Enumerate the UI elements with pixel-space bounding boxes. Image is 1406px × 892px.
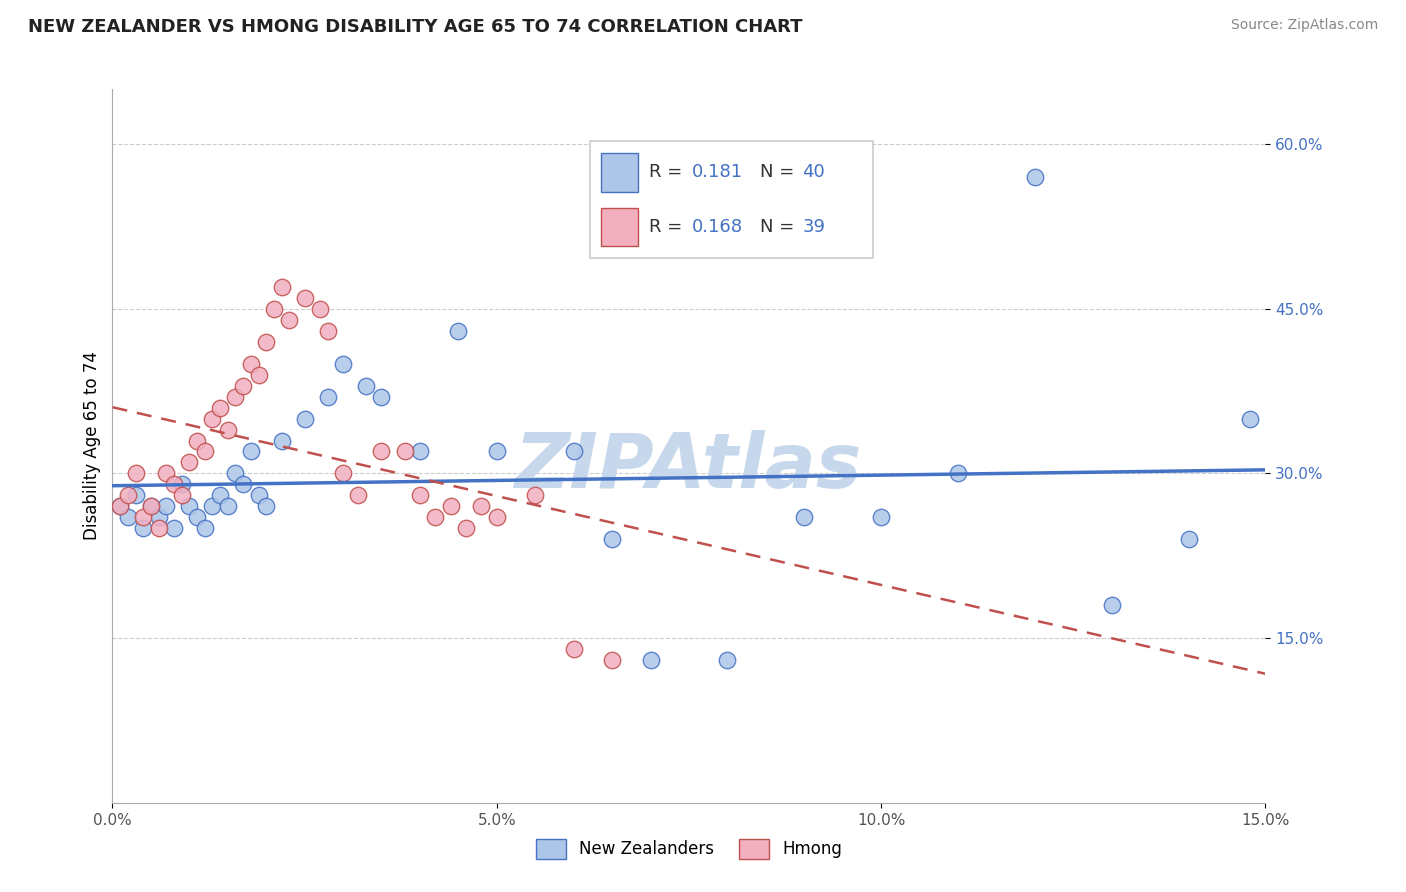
- Point: [309, 301, 332, 316]
- Point: [332, 357, 354, 371]
- Point: [600, 653, 623, 667]
- Text: 0.168: 0.168: [692, 218, 742, 235]
- Point: [170, 488, 193, 502]
- Point: [409, 444, 432, 458]
- Point: [394, 444, 416, 458]
- Point: [370, 390, 392, 404]
- Point: [209, 401, 232, 415]
- Point: [354, 378, 377, 392]
- Point: [239, 444, 262, 458]
- Point: [370, 444, 392, 458]
- Point: [148, 510, 170, 524]
- Text: R =: R =: [650, 218, 689, 235]
- Point: [247, 368, 270, 382]
- Text: 39: 39: [803, 218, 825, 235]
- Y-axis label: Disability Age 65 to 74: Disability Age 65 to 74: [83, 351, 101, 541]
- Point: [201, 411, 224, 425]
- Point: [186, 434, 208, 448]
- Point: [117, 510, 139, 524]
- Point: [201, 500, 224, 514]
- Text: 40: 40: [803, 162, 825, 181]
- Point: [562, 444, 585, 458]
- Point: [232, 477, 254, 491]
- Point: [870, 510, 893, 524]
- Point: [155, 500, 177, 514]
- Point: [294, 291, 316, 305]
- Point: [108, 500, 131, 514]
- Point: [132, 510, 155, 524]
- Point: [254, 500, 277, 514]
- Legend: New Zealanders, Hmong: New Zealanders, Hmong: [529, 832, 849, 866]
- Point: [108, 500, 131, 514]
- Point: [1101, 598, 1123, 612]
- Point: [270, 434, 292, 448]
- Point: [640, 653, 662, 667]
- Point: [186, 510, 208, 524]
- Point: [562, 642, 585, 657]
- Bar: [602, 208, 638, 246]
- Text: Source: ZipAtlas.com: Source: ZipAtlas.com: [1230, 18, 1378, 32]
- Point: [217, 423, 239, 437]
- Point: [124, 467, 146, 481]
- Point: [1239, 411, 1261, 425]
- Point: [139, 500, 162, 514]
- Point: [470, 500, 492, 514]
- Point: [194, 444, 217, 458]
- Text: N =: N =: [759, 162, 800, 181]
- Point: [224, 467, 246, 481]
- Point: [254, 334, 277, 349]
- Point: [347, 488, 370, 502]
- Point: [447, 324, 470, 338]
- Point: [132, 521, 155, 535]
- Text: R =: R =: [650, 162, 689, 181]
- Point: [793, 510, 815, 524]
- Point: [124, 488, 146, 502]
- Point: [263, 301, 285, 316]
- Point: [332, 467, 354, 481]
- Point: [946, 467, 969, 481]
- Point: [232, 378, 254, 392]
- Text: 0.181: 0.181: [692, 162, 742, 181]
- Point: [524, 488, 547, 502]
- Text: NEW ZEALANDER VS HMONG DISABILITY AGE 65 TO 74 CORRELATION CHART: NEW ZEALANDER VS HMONG DISABILITY AGE 65…: [28, 18, 803, 36]
- Point: [117, 488, 139, 502]
- Point: [155, 467, 177, 481]
- Text: N =: N =: [759, 218, 800, 235]
- Point: [1024, 169, 1046, 184]
- Point: [270, 280, 292, 294]
- Point: [194, 521, 217, 535]
- Point: [217, 500, 239, 514]
- Point: [239, 357, 262, 371]
- Point: [485, 510, 508, 524]
- Point: [440, 500, 463, 514]
- Point: [600, 533, 623, 547]
- Point: [409, 488, 432, 502]
- Point: [316, 324, 339, 338]
- Point: [139, 500, 162, 514]
- Point: [425, 510, 447, 524]
- Point: [1177, 533, 1199, 547]
- Point: [224, 390, 246, 404]
- Point: [485, 444, 508, 458]
- Text: ZIPAtlas: ZIPAtlas: [515, 431, 863, 504]
- Point: [247, 488, 270, 502]
- Point: [454, 521, 477, 535]
- Point: [163, 521, 186, 535]
- Bar: [602, 153, 638, 192]
- Point: [716, 653, 738, 667]
- Point: [148, 521, 170, 535]
- Point: [294, 411, 316, 425]
- Point: [209, 488, 232, 502]
- Point: [163, 477, 186, 491]
- Point: [316, 390, 339, 404]
- Point: [179, 455, 201, 469]
- Point: [179, 500, 201, 514]
- Point: [170, 477, 193, 491]
- Point: [278, 312, 301, 326]
